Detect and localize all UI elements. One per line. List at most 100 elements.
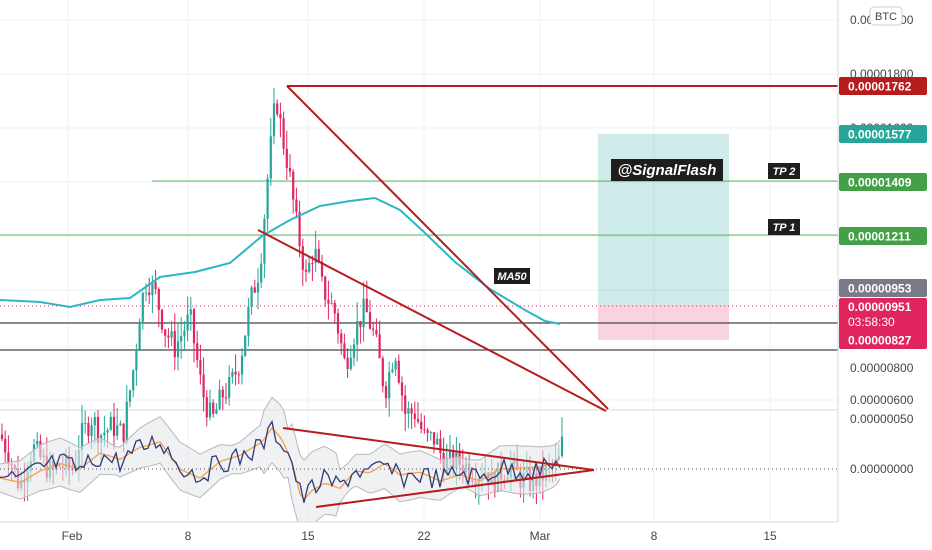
time-axis: Feb 8 15 22 Mar 8 15 [0, 521, 838, 550]
candle-body [7, 452, 10, 465]
candle-body [368, 312, 372, 329]
ma50-line [0, 196, 561, 325]
candle-body [221, 389, 224, 398]
wedge-lower-line [257, 229, 607, 412]
price-tick-label: 0.00000800 [850, 361, 914, 375]
candle-body [234, 371, 237, 375]
candle-body [148, 292, 151, 296]
candle-body [186, 314, 189, 331]
candle-body [180, 336, 183, 342]
time-tick-label: Feb [62, 529, 83, 543]
candle-body [448, 450, 452, 459]
candle-body [397, 360, 400, 383]
candle-body [218, 389, 221, 410]
tp2-tag-bg [768, 163, 800, 179]
candle-body [103, 432, 106, 436]
candle-body [423, 429, 426, 431]
candle-body [106, 430, 109, 433]
candle-body [192, 309, 196, 344]
candle-body [256, 282, 260, 293]
candle-body [359, 320, 362, 328]
candle-body [96, 416, 100, 443]
price-axis: 0.000020000.000018000.000016000.00000600… [837, 0, 932, 550]
candle-body [253, 287, 256, 293]
osc-band-lower [0, 461, 561, 536]
osc-band-upper [0, 396, 561, 471]
candle-body [237, 374, 240, 376]
price-tag-last-price: 0.00000951 [848, 300, 912, 314]
candle-body [196, 343, 199, 361]
candle-body [266, 178, 269, 219]
candle-body [432, 432, 436, 445]
candle-body [308, 263, 311, 272]
candle-body [311, 263, 314, 265]
candle-body [167, 335, 170, 338]
candle-body [84, 422, 87, 424]
watermark-label: @SignalFlash [618, 162, 717, 179]
candle-body [4, 439, 7, 453]
candle-body [0, 434, 4, 440]
candle-body [384, 386, 388, 399]
candle-body [164, 329, 167, 336]
candle-body [93, 416, 96, 426]
candle-body [109, 416, 112, 431]
candle-body [240, 355, 244, 375]
candle-body [391, 369, 394, 372]
candle-body [276, 103, 279, 115]
ma-tag-bg [494, 268, 530, 284]
candle-body [436, 438, 439, 445]
candle-body [215, 409, 218, 414]
candle-body [429, 432, 432, 434]
candle-body [356, 320, 359, 345]
candle-body [151, 282, 154, 296]
candle-body [263, 218, 266, 264]
candle-body [340, 333, 343, 344]
candle-body [122, 423, 125, 442]
price-tag-stop-high-bg [839, 77, 927, 95]
time-tick-label: 8 [651, 529, 658, 543]
currency-badge-bg [869, 6, 903, 26]
candle-body [400, 382, 404, 396]
candle-body [116, 425, 119, 436]
candle-body [378, 334, 381, 359]
candle-body [317, 248, 320, 262]
candle-body [189, 309, 192, 315]
price-tag-target-top: 0.00001577 [848, 128, 912, 142]
candle-body [135, 349, 138, 371]
currency-badge: BTC [875, 11, 897, 23]
candle-body [247, 306, 250, 336]
time-tick-label: 8 [185, 529, 192, 543]
candle-body [231, 371, 234, 377]
watermark-bg [611, 159, 723, 181]
candle-body [282, 118, 285, 149]
osc-upper-trend [282, 427, 595, 471]
candle-body [394, 360, 397, 370]
candle-body [199, 360, 202, 375]
candle-body [212, 402, 215, 414]
time-tick-label: 15 [301, 529, 315, 543]
candle-body [170, 331, 173, 338]
osc-signal-line [0, 426, 561, 501]
candle-body [295, 199, 298, 212]
osc-tick-label: 0.00000050 [850, 412, 914, 426]
candle-body [272, 103, 276, 137]
tp1-tag-bg [768, 219, 800, 235]
candle-body [112, 416, 116, 436]
trend-lines [257, 85, 609, 412]
candle-body [250, 287, 253, 307]
osc-main-line [0, 419, 561, 503]
price-tag-tp1: 0.00001211 [848, 230, 911, 244]
candle-body [125, 401, 128, 442]
candle-body [269, 136, 272, 179]
candle-body [362, 298, 365, 328]
candle-body [343, 343, 346, 358]
candle-body [407, 408, 410, 414]
candle-body [372, 328, 375, 331]
price-tick-label: 0.00000600 [850, 393, 914, 407]
price-tag-ma-value-bg [839, 279, 927, 297]
candle-body [336, 313, 340, 334]
osc-lower-trend [315, 469, 595, 508]
candle-body [260, 263, 263, 283]
candle-body [410, 408, 413, 414]
